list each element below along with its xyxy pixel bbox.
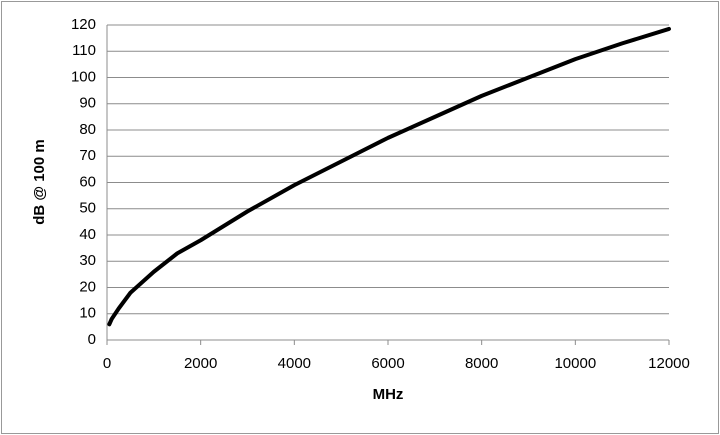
x-axis-title: MHz [373, 386, 404, 403]
x-tick-label: 8000 [465, 355, 498, 372]
x-tick-label: 10000 [554, 355, 596, 372]
y-tick-label: 20 [79, 278, 96, 295]
x-tick-label: 6000 [371, 355, 404, 372]
x-tick-label: 4000 [278, 355, 311, 372]
y-axis-title: dB @ 100 m [31, 139, 48, 225]
y-tick-label: 110 [72, 42, 96, 59]
y-tick-label: 0 [88, 331, 96, 348]
y-tick-label: 50 [79, 200, 96, 217]
y-tick-label: 100 [71, 68, 96, 85]
y-tick-label: 120 [71, 16, 96, 33]
x-tick-label: 2000 [184, 355, 217, 372]
y-tick-label: 30 [79, 252, 96, 269]
y-tick-label: 70 [79, 147, 96, 164]
data-line [107, 26, 671, 327]
x-tick-label: 0 [103, 355, 111, 372]
y-tick-label: 10 [79, 305, 96, 322]
y-tick-label: 80 [79, 121, 96, 138]
x-tick-label: 12000 [648, 355, 690, 372]
y-tick-label: 60 [79, 173, 96, 190]
y-tick-label: 90 [79, 95, 96, 112]
y-tick-label: 40 [79, 226, 96, 243]
